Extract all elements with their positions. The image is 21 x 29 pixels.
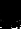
Bar (16, 4, 18, 7)
Text: 38: 38 (4, 0, 21, 13)
Bar (3, 15, 5, 16)
Bar (10, 4, 12, 7)
Bar (2, 10, 5, 12)
Text: 38: 38 (0, 0, 18, 13)
Polygon shape (7, 20, 8, 21)
Text: 36: 36 (0, 0, 13, 18)
Bar (2, 4, 3, 7)
Text: 20: 20 (8, 10, 21, 28)
Text: CLK2: CLK2 (0, 14, 21, 29)
Circle shape (3, 15, 4, 16)
Polygon shape (9, 14, 11, 16)
Bar (12, 24, 14, 26)
Bar (14, 10, 17, 12)
Text: FIG. 2: FIG. 2 (0, 1, 21, 28)
Text: 30c: 30c (0, 0, 21, 12)
Text: 54: 54 (8, 6, 21, 25)
Text: CLOCK
GENERATOR: CLOCK GENERATOR (0, 4, 21, 29)
Text: 36: 36 (0, 0, 1, 18)
Text: 46: 46 (0, 6, 3, 24)
Bar (4, 23, 9, 27)
Bar (8, 4, 10, 7)
Text: 38: 38 (0, 0, 21, 13)
Text: 38: 38 (0, 0, 15, 13)
Text: 56: 56 (10, 5, 21, 24)
Text: 42: 42 (0, 5, 3, 23)
Text: 36: 36 (0, 0, 7, 18)
Text: 20: 20 (10, 10, 21, 28)
Text: 34: 34 (0, 1, 13, 20)
Bar (4, 4, 6, 7)
Text: PLL UNIT: PLL UNIT (0, 2, 21, 20)
Text: 20: 20 (0, 10, 6, 28)
Text: 44: 44 (3, 6, 21, 25)
Text: 32a: 32a (4, 5, 21, 23)
Text: CLK1: CLK1 (0, 14, 21, 29)
Text: 52: 52 (0, 5, 9, 23)
Bar (13, 1, 19, 13)
Polygon shape (6, 20, 7, 21)
Bar (7, 1, 13, 13)
Text: 32b: 32b (10, 5, 21, 23)
Bar (14, 4, 15, 7)
Text: 48: 48 (5, 6, 21, 25)
Text: 34: 34 (0, 1, 1, 20)
Text: SEL: SEL (0, 16, 21, 29)
Text: 50: 50 (8, 5, 21, 23)
Text: 40: 40 (3, 5, 21, 23)
Bar (8, 10, 11, 12)
Text: PLL UNIT: PLL UNIT (0, 2, 21, 20)
Text: -10: -10 (4, 17, 21, 29)
Text: 30b: 30b (0, 0, 21, 12)
Text: 38: 38 (0, 0, 21, 13)
Polygon shape (3, 14, 5, 16)
Bar (1, 1, 7, 13)
Polygon shape (9, 20, 10, 21)
Text: PLL UNIT: PLL UNIT (0, 2, 21, 20)
Text: 38: 38 (1, 0, 21, 13)
Text: 34: 34 (0, 1, 7, 20)
Text: CLK3: CLK3 (0, 14, 21, 29)
Text: 30a: 30a (0, 0, 21, 12)
Text: 58: 58 (16, 4, 21, 23)
